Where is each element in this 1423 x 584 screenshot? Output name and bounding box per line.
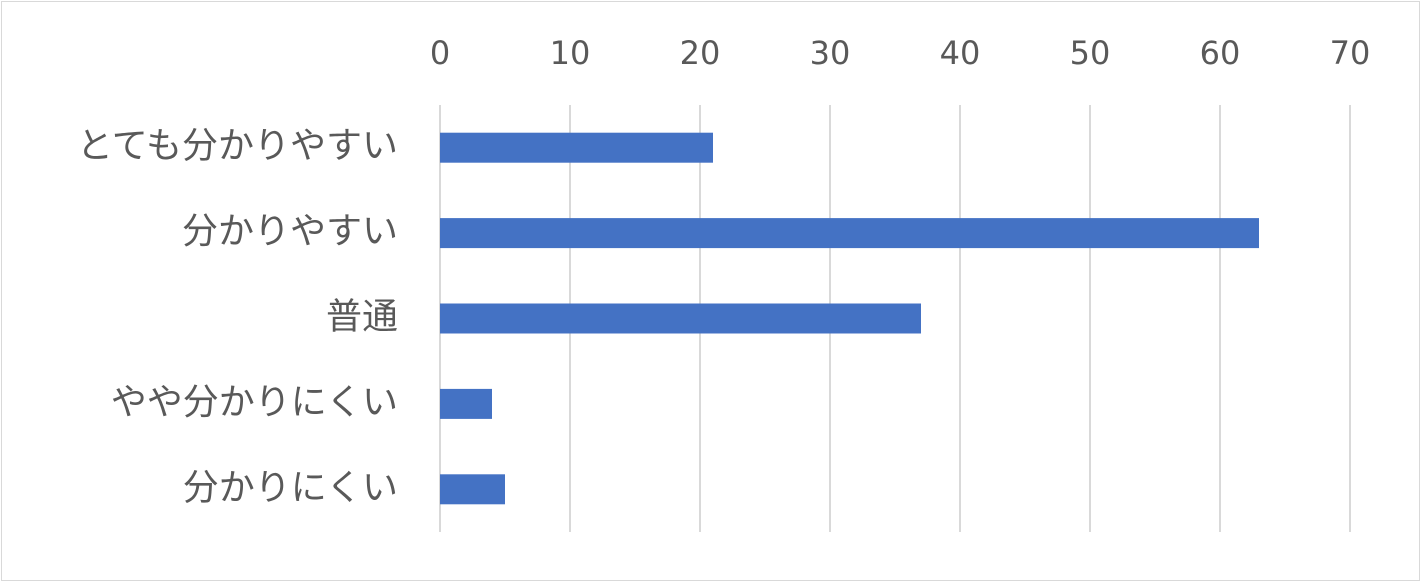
x-tick-label: 30	[810, 34, 851, 72]
bars	[440, 132, 1259, 505]
x-tick-label: 70	[1330, 34, 1371, 72]
x-tick-label: 20	[680, 34, 721, 72]
x-tick-label: 60	[1200, 34, 1241, 72]
category-label: 普通	[326, 297, 398, 338]
category-label: 分かりやすい	[182, 211, 398, 252]
bar	[440, 474, 505, 505]
category-label: とても分かりやすい	[77, 126, 398, 167]
gridlines	[439, 105, 1351, 532]
x-tick-label: 50	[1070, 34, 1111, 72]
category-label: やや分かりにくい	[111, 382, 398, 423]
category-label: 分かりにくい	[183, 467, 398, 508]
x-tick-label: 0	[430, 34, 450, 72]
x-tick-labels: 0 10 20 30 40 50 60 70	[430, 34, 1371, 72]
bar	[440, 303, 921, 334]
x-tick-label: 10	[550, 34, 591, 72]
bar	[440, 388, 492, 419]
bar	[440, 218, 1259, 249]
bar	[440, 132, 713, 163]
x-tick-label: 40	[940, 34, 981, 72]
